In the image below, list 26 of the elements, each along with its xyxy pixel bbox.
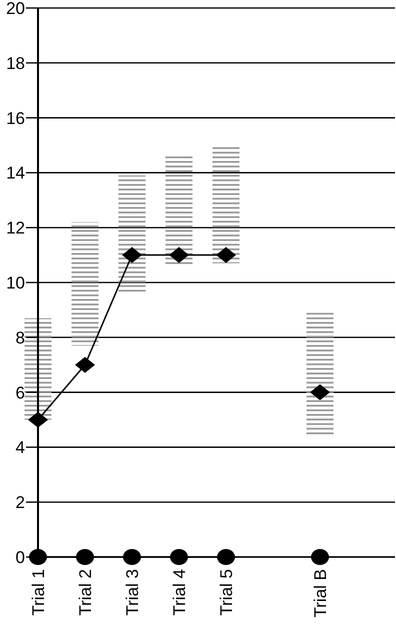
- point: [75, 356, 95, 373]
- bar: [118, 175, 146, 294]
- x-tick-label: Trial 2: [76, 569, 95, 616]
- x-tick-label: Trial 4: [170, 569, 189, 616]
- point: [310, 384, 330, 400]
- x-tick-label: Trial 1: [28, 569, 48, 616]
- bar: [72, 222, 98, 346]
- point: [122, 247, 142, 264]
- bar: [24, 318, 52, 420]
- y-tick-label: 2: [16, 493, 25, 512]
- y-tick-label: 14: [6, 164, 25, 183]
- x-tick-label: Trial B: [310, 569, 330, 618]
- y-tick-label: 6: [16, 383, 25, 402]
- y-tick-label: 8: [16, 328, 25, 348]
- point: [169, 247, 189, 264]
- bar: [306, 312, 334, 436]
- y-tick-label: 20: [6, 0, 25, 18]
- y-tick-label: 0: [16, 548, 25, 567]
- point: [216, 247, 236, 264]
- y-tick-label: 12: [6, 218, 25, 238]
- x-tick-label: Trial 3: [122, 569, 142, 616]
- y-tick-label: 16: [6, 108, 25, 128]
- y-tick-label: 4: [16, 438, 25, 458]
- x-tick-label: Trial 5: [216, 569, 236, 616]
- y-tick-label: 10: [6, 273, 25, 292]
- y-tick-label: 18: [6, 54, 25, 73]
